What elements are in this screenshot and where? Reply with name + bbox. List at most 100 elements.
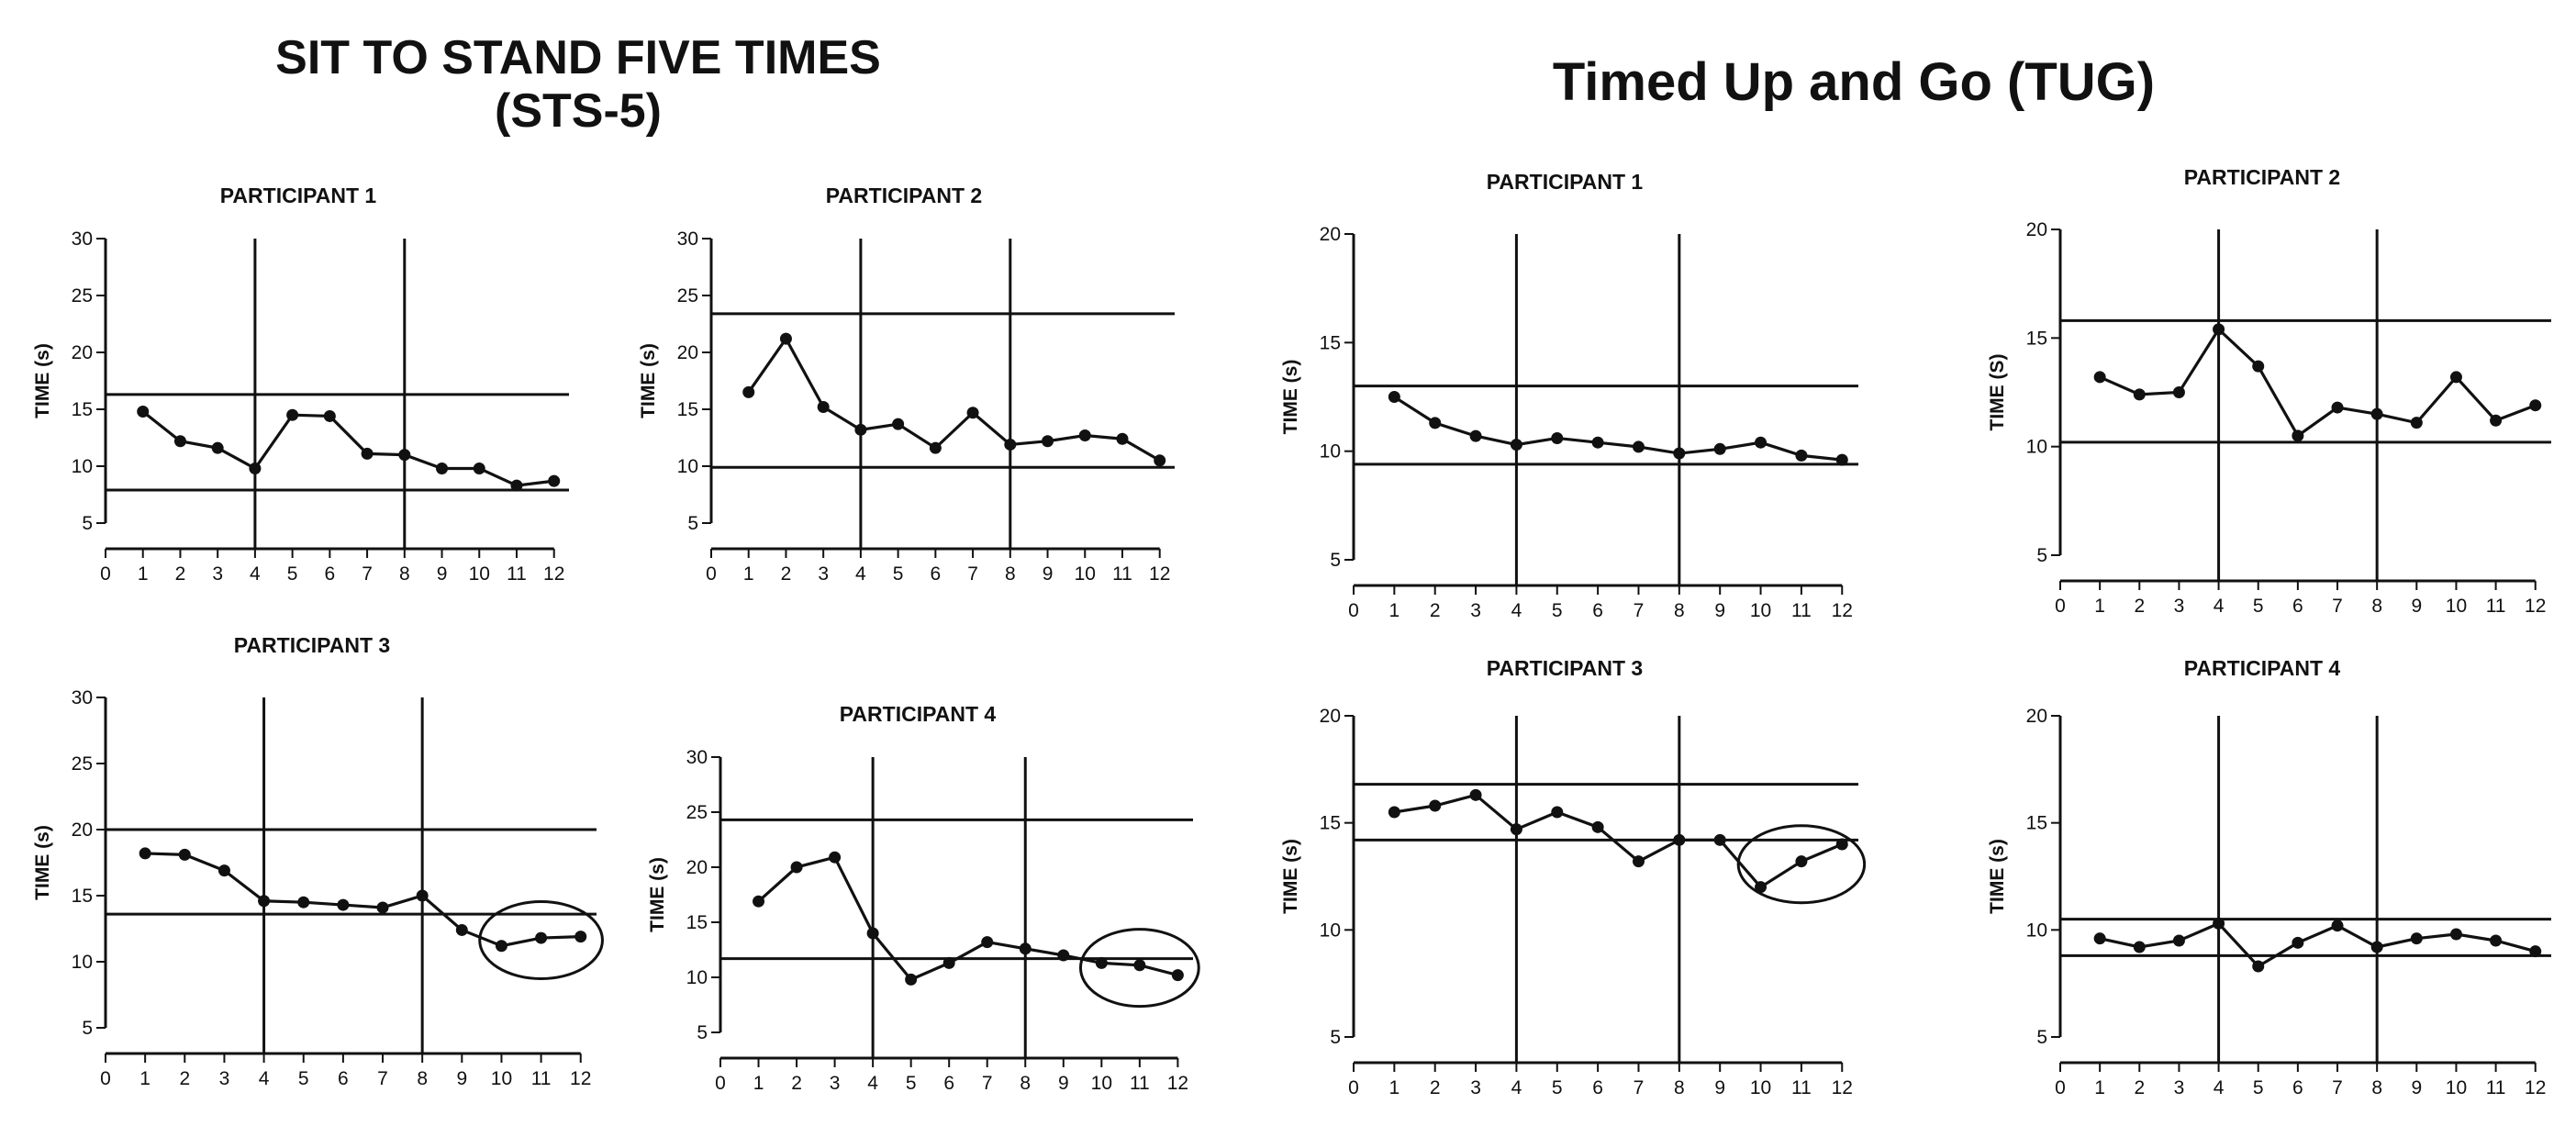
y-tick-label: 15 bbox=[2026, 813, 2047, 834]
x-tick-label: 11 bbox=[1791, 600, 1812, 621]
x-tick-label: 1 bbox=[139, 1068, 151, 1089]
x-tick-label: 0 bbox=[706, 563, 717, 585]
tug-participant-2-chart: PARTICIPANT 2 5 10 15 20 TIME (S) 0 1 2 3 4 5 6 7 8 9 1… bbox=[1964, 165, 2560, 617]
x-tick-label: 0 bbox=[2055, 1077, 2066, 1098]
y-axis-label: TIME (s) bbox=[1280, 360, 1301, 435]
x-tick-label: 10 bbox=[491, 1068, 512, 1089]
sts-participant-1-chart: PARTICIPANT 1 5 10 15 20 25 30 TIME (s) 0 1 2 3 4 5 6… bbox=[18, 184, 578, 585]
x-tick-label: 9 bbox=[437, 563, 448, 585]
x-tick-label: 10 bbox=[2446, 1077, 2467, 1098]
x-tick-label: 3 bbox=[1470, 1077, 1481, 1098]
x-tick-label: 2 bbox=[2134, 596, 2145, 617]
data-point bbox=[2331, 920, 2344, 932]
x-tick-label: 6 bbox=[1592, 600, 1603, 621]
data-point bbox=[753, 895, 765, 908]
chart-title: PARTICIPANT 2 bbox=[825, 184, 983, 207]
x-tick-label: 7 bbox=[967, 563, 978, 585]
sts-participant-4-chart: PARTICIPANT 4 5 10 15 20 25 30 TIME (s) 0 1 2 3 4 5 6… bbox=[633, 702, 1202, 1094]
x-tick-label: 6 bbox=[2292, 596, 2303, 617]
data-point bbox=[173, 435, 186, 448]
x-tick-label: 4 bbox=[855, 563, 866, 585]
tug-section-title: Timed Up and Go (TUG) bbox=[1552, 52, 2156, 112]
series-line bbox=[2099, 327, 2537, 439]
data-point bbox=[2213, 323, 2225, 336]
data-point bbox=[790, 861, 803, 874]
y-tick-label: 30 bbox=[686, 747, 708, 768]
data-point bbox=[2292, 936, 2304, 949]
data-point bbox=[2449, 371, 2462, 384]
x-tick-label: 7 bbox=[2332, 596, 2343, 617]
x-tick-label: 2 bbox=[175, 563, 186, 585]
x-tick-label: 2 bbox=[2134, 1077, 2145, 1098]
data-point bbox=[1835, 838, 1848, 851]
chart-title: PARTICIPANT 1 bbox=[1486, 170, 1644, 194]
x-tick-label: 9 bbox=[1058, 1073, 1069, 1094]
data-point bbox=[1755, 436, 1768, 449]
data-point bbox=[436, 462, 449, 474]
data-point bbox=[2093, 371, 2106, 384]
data-point bbox=[2252, 960, 2265, 973]
data-point bbox=[1469, 429, 1482, 442]
series-line bbox=[145, 852, 581, 948]
x-tick-label: 9 bbox=[1714, 600, 1725, 621]
data-point bbox=[495, 940, 507, 953]
data-point bbox=[1078, 429, 1091, 442]
tug-participant-1-chart: PARTICIPANT 1 5 10 15 20 TIME (s) 0 1 2 3 4 5 6 7 8 9 1… bbox=[1257, 170, 1872, 621]
data-point bbox=[2252, 360, 2265, 373]
data-point bbox=[361, 447, 374, 460]
x-tick-label: 3 bbox=[212, 563, 223, 585]
x-tick-label: 12 bbox=[2525, 1077, 2546, 1098]
x-tick-label: 0 bbox=[100, 563, 111, 585]
data-point bbox=[1795, 855, 1808, 868]
chart-title: PARTICIPANT 3 bbox=[1486, 656, 1644, 680]
highlight-ellipse bbox=[1736, 824, 1867, 905]
x-tick-label: 11 bbox=[531, 1068, 552, 1089]
x-tick-label: 4 bbox=[1511, 600, 1522, 621]
data-point bbox=[2490, 934, 2503, 947]
data-point bbox=[1388, 391, 1400, 403]
x-tick-label: 5 bbox=[2253, 596, 2264, 617]
tug-participant-3-chart: PARTICIPANT 3 5 10 15 20 TIME (s) 0 1 2 3 4 5 6 7 8 9 1… bbox=[1257, 656, 1872, 1098]
x-tick-label: 8 bbox=[1005, 563, 1016, 585]
x-tick-label: 8 bbox=[1674, 1077, 1685, 1098]
data-point bbox=[1171, 969, 1184, 982]
data-point bbox=[742, 385, 755, 398]
highlight-ellipse bbox=[478, 899, 604, 980]
data-point bbox=[2370, 407, 2383, 420]
data-point bbox=[2529, 945, 2542, 958]
series-line bbox=[747, 336, 1161, 463]
y-axis-label: TIME (S) bbox=[1987, 354, 2008, 431]
x-tick-label: 2 bbox=[791, 1073, 802, 1094]
x-tick-label: 12 bbox=[543, 563, 564, 585]
sts-title-line1: SIT TO STAND FIVE TIMES bbox=[275, 31, 881, 84]
x-tick-label: 4 bbox=[867, 1073, 878, 1094]
data-point bbox=[2331, 401, 2344, 414]
data-point bbox=[1713, 442, 1726, 455]
data-point bbox=[1388, 806, 1400, 819]
y-tick-label: 5 bbox=[697, 1022, 708, 1043]
data-point bbox=[2449, 928, 2462, 941]
data-point bbox=[2172, 934, 2185, 947]
sts-participant-3-chart: PARTICIPANT 3 5 10 15 20 25 30 TIME (s) 0 1 2 3 4 5 6… bbox=[18, 633, 606, 1089]
x-tick-label: 5 bbox=[893, 563, 904, 585]
x-tick-label: 12 bbox=[1167, 1073, 1188, 1094]
chart-title: PARTICIPANT 4 bbox=[839, 702, 997, 726]
x-tick-label: 12 bbox=[1832, 1077, 1853, 1098]
x-tick-label: 7 bbox=[362, 563, 373, 585]
x-tick-label: 5 bbox=[2253, 1077, 2264, 1098]
x-tick-label: 1 bbox=[2094, 1077, 2105, 1098]
x-tick-label: 4 bbox=[250, 563, 261, 585]
data-point bbox=[981, 936, 994, 949]
x-tick-label: 5 bbox=[287, 563, 298, 585]
data-point bbox=[1632, 440, 1645, 453]
x-tick-label: 9 bbox=[456, 1068, 467, 1089]
data-point bbox=[249, 462, 262, 474]
y-tick-label: 15 bbox=[686, 912, 708, 933]
y-tick-label: 15 bbox=[1320, 332, 1341, 353]
x-tick-label: 12 bbox=[1832, 600, 1853, 621]
y-tick-label: 30 bbox=[72, 687, 93, 708]
